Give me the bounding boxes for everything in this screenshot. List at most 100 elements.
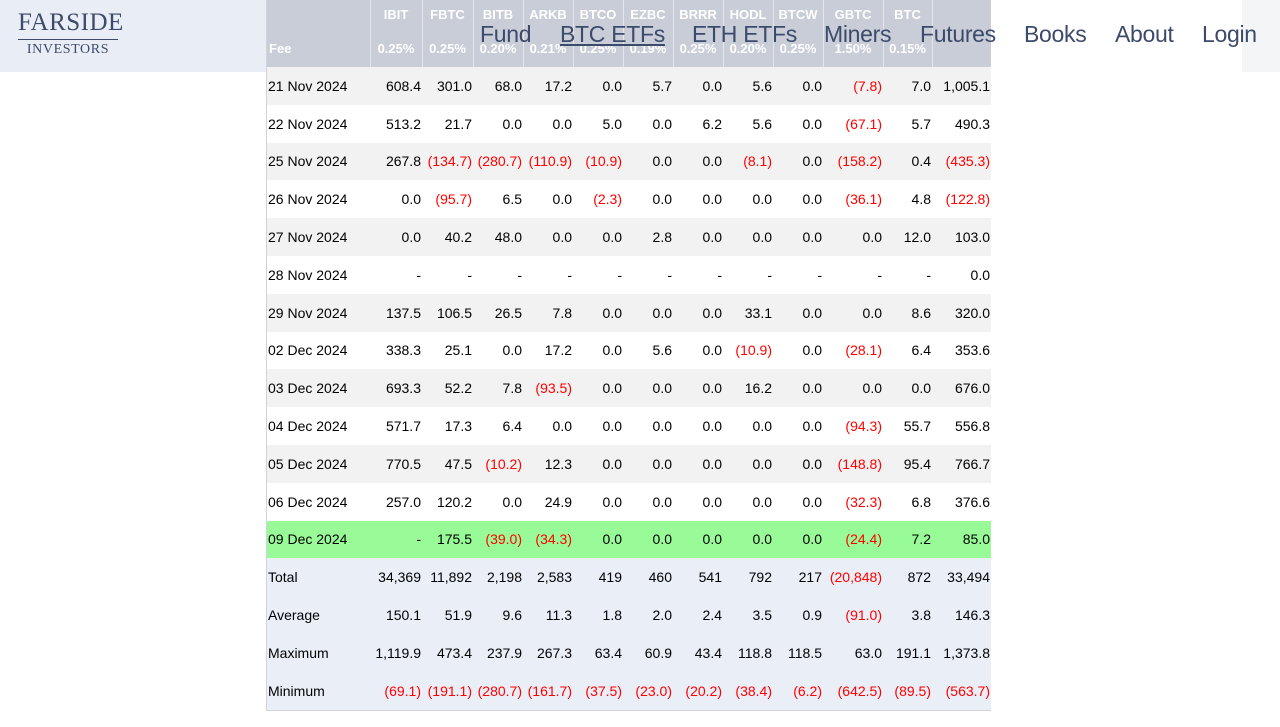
flow-cell: 770.5 (370, 444, 422, 483)
flow-cell: 12.0 (883, 218, 932, 256)
ticker-header-row: IBIT FBTC BITB ARKB BTCO EZBC BRRR HODL BTCW GBTC… (267, 0, 992, 29)
flow-cell: 237.9 (473, 633, 523, 672)
date-cell: 25 Nov 2024 (267, 142, 370, 181)
flow-cell: (642.5) (823, 671, 883, 710)
fee-header-cell: 0.20% (723, 29, 774, 67)
flow-cell: (93.5) (523, 369, 573, 408)
table-row: 22 Nov 2024 513.2 21.7 0.0 0.0 5.0 0.0 6.2 5.6 0.… (267, 104, 991, 143)
total-cell: (122.8) (932, 180, 991, 219)
nav-link-books[interactable]: Books (1024, 21, 1087, 47)
flow-cell: 608.4 (370, 67, 422, 105)
total-cell: (435.3) (932, 142, 991, 181)
flow-cell: 0.0 (623, 407, 673, 445)
flow-cell: 2,198 (473, 558, 523, 597)
flow-cell: 0.4 (883, 142, 932, 181)
flow-cell: 0.0 (573, 520, 623, 559)
table-row: 02 Dec 2024 338.3 25.1 0.0 17.2 0.0 5.6 0.0 (10.… (267, 331, 991, 370)
flow-cell: 118.8 (723, 633, 773, 672)
flow-cell: 267.8 (370, 142, 422, 181)
total-cell: 320.0 (932, 293, 991, 332)
flow-cell: (280.7) (473, 671, 523, 710)
flow-cell: 17.2 (523, 331, 573, 370)
flow-cell: 51.9 (422, 596, 473, 634)
flow-cell: 792 (723, 558, 773, 597)
flow-cell: (69.1) (370, 671, 422, 710)
nav-link-miners[interactable]: Miners (824, 21, 892, 47)
flow-cell: 0.0 (723, 180, 773, 219)
flow-cell: - (473, 255, 523, 294)
flow-cell: - (673, 255, 723, 294)
date-cell: 04 Dec 2024 (267, 407, 370, 445)
flow-cell: 0.0 (723, 482, 773, 521)
flow-cell: (158.2) (823, 142, 883, 181)
flow-cell: 7.8 (523, 293, 573, 332)
flow-cell: 5.0 (573, 104, 623, 143)
flow-cell: (2.3) (573, 180, 623, 219)
flow-cell: 0.0 (673, 482, 723, 521)
nav-link-btc-etfs[interactable]: BTC ETFs (560, 21, 665, 47)
flow-cell: - (883, 255, 932, 294)
summary-row: Minimum (69.1) (191.1) (280.7) (161.7) (37.5)… (267, 671, 991, 710)
flow-cell: 0.0 (623, 482, 673, 521)
flow-cell: 0.0 (673, 369, 723, 408)
flow-cell: 6.4 (473, 407, 523, 445)
flow-cell: 0.0 (773, 218, 823, 256)
btc-etf-flow-table: IBIT FBTC BITB ARKB BTCO EZBC BRRR HODL BTCW GBTC… (267, 0, 992, 710)
flow-cell: (23.0) (623, 671, 673, 710)
nav-link-eth-etfs[interactable]: ETH ETFs (692, 21, 797, 47)
flow-cell: 0.0 (623, 369, 673, 408)
flow-cell: 460 (623, 558, 673, 597)
flow-cell: 8.6 (883, 293, 932, 332)
flow-cell: 0.0 (523, 218, 573, 256)
fee-header-cell (932, 29, 992, 67)
fee-header-row: Fee 0.25% 0.25% 0.20% 0.21% 0.25% 0.19% 0.25% 0.… (267, 29, 992, 67)
nav-link-fund[interactable]: Fund (480, 21, 532, 47)
flow-cell: (6.2) (773, 671, 823, 710)
flow-cell: 95.4 (883, 444, 932, 483)
flow-cell: 0.0 (723, 218, 773, 256)
flow-cell: 2.4 (673, 596, 723, 634)
total-cell: 33,494 (932, 558, 991, 597)
flow-cell: 48.0 (473, 218, 523, 256)
flow-cell: 0.0 (673, 331, 723, 370)
flow-cell: 0.0 (773, 444, 823, 483)
flow-cell: 541 (673, 558, 723, 597)
flow-cell: (110.9) (523, 142, 573, 181)
date-cell: 02 Dec 2024 (267, 331, 370, 370)
flow-cell: 191.1 (883, 633, 932, 672)
flow-cell: 2.0 (623, 596, 673, 634)
flow-cell: 0.0 (573, 482, 623, 521)
flow-cell: 0.0 (573, 331, 623, 370)
flow-cell: 0.0 (673, 407, 723, 445)
nav-link-login[interactable]: Login (1202, 21, 1257, 47)
flow-cell: (37.5) (573, 671, 623, 710)
flow-cell: 473.4 (422, 633, 473, 672)
ticker-header-brrr: BRRR (673, 0, 724, 29)
nav-link-futures[interactable]: Futures (920, 21, 996, 47)
flow-cell: 513.2 (370, 104, 422, 143)
flow-cell: 693.3 (370, 369, 422, 408)
flow-cell: 150.1 (370, 596, 422, 634)
table-row: 04 Dec 2024 571.7 17.3 6.4 0.0 0.0 0.0 0.0 0.0 0.… (267, 407, 991, 445)
total-cell: 766.7 (932, 444, 991, 483)
table-row: 29 Nov 2024 137.5 106.5 26.5 7.8 0.0 0.0 0.0 33.… (267, 293, 991, 332)
table-row: 25 Nov 2024 267.8 (134.7) (280.7) (110.9) (10… (267, 142, 991, 181)
table-row: 26 Nov 2024 0.0 (95.7) 6.5 0.0 (2.3) 0.0 0.0 0.0… (267, 180, 991, 219)
flow-cell: 0.0 (723, 520, 773, 559)
flow-cell: (148.8) (823, 444, 883, 483)
flow-cell: 2,583 (523, 558, 573, 597)
ticker-header-hodl: HODL (723, 0, 774, 29)
header-blank-cell (267, 0, 371, 29)
flow-cell: 0.0 (823, 369, 883, 408)
flow-cell: 60.9 (623, 633, 673, 672)
flow-cell: 55.7 (883, 407, 932, 445)
flow-cell: - (370, 520, 422, 559)
flow-cell: 0.0 (573, 407, 623, 445)
flow-cell: (28.1) (823, 331, 883, 370)
flow-cell: 6.2 (673, 104, 723, 143)
logo-line1: FARSIDE (18, 9, 124, 36)
nav-background (991, 0, 1280, 72)
nav-link-about[interactable]: About (1115, 21, 1174, 47)
flow-cell: 6.5 (473, 180, 523, 219)
farside-logo[interactable]: FARSIDE INVESTORS (18, 9, 124, 58)
